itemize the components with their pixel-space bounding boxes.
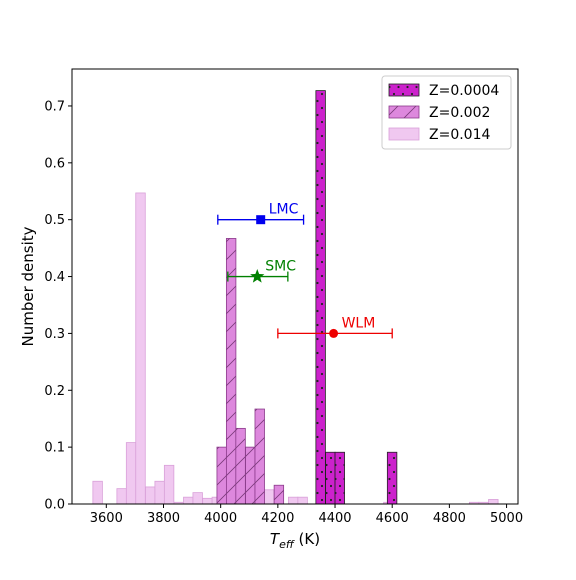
bar-hatch-Z=0.002-2	[235, 428, 246, 504]
x-tick-label: 3800	[147, 511, 180, 526]
series-Z=0.014	[92, 192, 499, 505]
x-axis-label-unit: (K)	[294, 530, 320, 548]
y-tick-label: 0.7	[44, 99, 65, 114]
x-tick-label: 4800	[433, 511, 466, 526]
bar-Z=0.014-13	[288, 496, 299, 505]
bar-Z=0.014-3	[135, 192, 146, 505]
legend: Z=0.0004 Z=0.002 Z=0.014	[381, 75, 512, 150]
point-LMC: LMC	[217, 202, 305, 225]
point-WLM: WLM	[277, 315, 393, 339]
legend-swatch-hatch-Z=0.002	[389, 106, 419, 118]
legend-entry-Z=0.0004: Z=0.0004	[388, 83, 499, 99]
legend-label-Z=0.002: Z=0.002	[429, 105, 490, 121]
y-tick-label: 0.5	[44, 213, 65, 228]
legend-entry-Z=0.014: Z=0.014	[388, 127, 490, 143]
x-axis-label-main: T	[270, 530, 281, 548]
x-axis: 3600 3800 4000 4200 4400 4600 4800 5000	[90, 504, 523, 526]
bar-Z=0.014-1	[116, 488, 127, 505]
bar-Z=0.014-9	[192, 492, 203, 505]
y-axis-label: Number density	[19, 226, 37, 346]
legend-label-Z=0.0004: Z=0.0004	[429, 83, 499, 99]
bar-hatch-Z=0.002-4	[254, 409, 265, 504]
point-label-LMC: LMC	[269, 202, 299, 218]
x-tick-label: 4400	[318, 511, 351, 526]
bar-hatch-Z=0.002-3	[245, 447, 256, 504]
point-SMC: SMC	[227, 259, 296, 283]
x-axis-label-sub: eff	[279, 538, 295, 551]
x-tick-label: 4600	[376, 511, 409, 526]
legend-label-Z=0.014: Z=0.014	[429, 127, 490, 143]
point-label-WLM: WLM	[342, 315, 376, 331]
x-tick-label: 5000	[490, 511, 523, 526]
bar-Z=0.014-10	[202, 497, 213, 505]
marker-SMC	[250, 269, 265, 283]
bar-hatch-Z=0.0004-3	[387, 452, 397, 504]
bar-Z=0.014-12	[264, 489, 275, 505]
bar-Z=0.014-4	[145, 486, 156, 505]
bar-Z=0.014-14	[297, 496, 308, 505]
bar-Z=0.014-0	[92, 480, 103, 505]
bar-Z=0.014-6	[163, 464, 175, 505]
plot-frame	[71, 68, 519, 505]
y-tick-label: 0.1	[44, 441, 65, 456]
bar-hatch-Z=0.0004-2	[335, 452, 345, 504]
y-axis: 0.0 0.1 0.2 0.3 0.4 0.5 0.6 0.7	[44, 99, 72, 513]
bar-hatch-Z=0.002-0	[216, 447, 227, 504]
y-tick-label: 0.2	[44, 384, 65, 399]
x-tick-label: 4000	[204, 511, 237, 526]
bars-layer	[92, 90, 499, 505]
point-label-SMC: SMC	[265, 259, 296, 275]
y-tick-label: 0.3	[44, 327, 65, 342]
x-tick-label: 3600	[90, 511, 123, 526]
legend-swatch-Z=0.014	[388, 127, 420, 141]
series-Z=0.0004	[315, 90, 398, 505]
bar-Z=0.014-18	[488, 499, 499, 505]
x-tick-label: 4200	[261, 511, 294, 526]
series-Z=0.002	[216, 238, 285, 505]
y-tick-label: 0.4	[44, 270, 65, 285]
legend-swatch-hatch-Z=0.0004	[389, 84, 419, 96]
errorbar-layer: LMC SMC WLM	[217, 202, 393, 339]
bar-hatch-Z=0.002-5	[274, 485, 284, 504]
y-tick-label: 0.6	[44, 156, 65, 171]
bar-hatch-Z=0.0004-1	[325, 452, 336, 504]
y-tick-label: 0.0	[44, 498, 65, 513]
x-axis-label: Teff (K)	[270, 530, 320, 551]
bar-Z=0.014-8	[183, 496, 194, 505]
legend-entry-Z=0.002: Z=0.002	[388, 105, 490, 121]
marker-WLM	[329, 328, 339, 338]
bar-Z=0.014-5	[154, 480, 165, 505]
bar-hatch-Z=0.002-1	[226, 238, 236, 504]
marker-LMC	[256, 215, 266, 225]
bar-Z=0.014-2	[125, 442, 137, 505]
bar-hatch-Z=0.0004-0	[315, 90, 326, 504]
